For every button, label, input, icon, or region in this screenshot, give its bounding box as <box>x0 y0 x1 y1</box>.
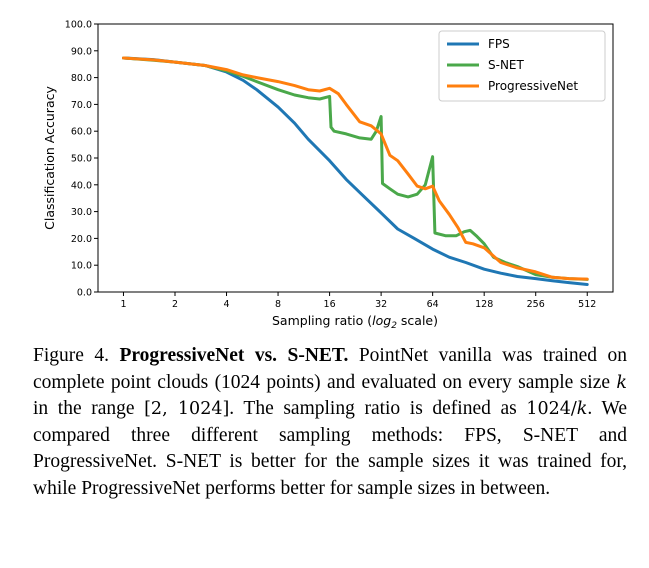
y-tick-label: 40.0 <box>71 180 92 191</box>
y-axis-label: Classification Accuracy <box>42 86 57 230</box>
y-tick-label: 80.0 <box>71 73 92 84</box>
x-tick-label: 1 <box>120 299 126 310</box>
y-axis: 0.0 10.0 20.0 30.0 40.0 50.0 60.0 70.0 80.0 90.0 1… <box>65 20 98 299</box>
y-tick-label: 50.0 <box>71 154 92 165</box>
x-tick-label: 512 <box>578 299 596 310</box>
legend-label-snet: S-NET <box>488 58 525 72</box>
caption-title: ProgressiveNet vs. S-NET. <box>119 345 349 366</box>
caption-text-4: . We compared three different sampling m… <box>33 398 628 499</box>
x-tick-label: 256 <box>527 299 545 310</box>
x-axis: 1 2 4 8 16 32 64 128 256 512 <box>120 292 596 310</box>
y-tick-label: 20.0 <box>71 234 92 245</box>
x-tick-label: 2 <box>172 299 178 310</box>
series-group <box>122 56 589 286</box>
x-tick-label: 16 <box>324 299 336 310</box>
x-tick-label: 8 <box>275 299 281 310</box>
legend: FPS S-NET ProgressiveNet <box>438 30 606 102</box>
y-tick-label: 70.0 <box>71 100 92 111</box>
x-axis-label: Sampling ratio (log2 scale) <box>272 313 438 331</box>
caption-math-ratio: 1024/ <box>526 399 577 420</box>
legend-label-fps: FPS <box>488 37 510 51</box>
series-line-progressivenet <box>122 56 589 281</box>
caption-math-range: [2, 1024] <box>144 399 230 420</box>
x-tick-label: 4 <box>224 299 230 310</box>
caption-text-2: in the range <box>33 398 145 420</box>
legend-box <box>438 30 606 102</box>
y-tick-label: 10.0 <box>71 261 92 272</box>
caption-text-3: . The sampling ratio is defined as <box>229 398 527 420</box>
x-tick-label: 32 <box>375 299 387 310</box>
x-tick-label: 64 <box>427 299 439 310</box>
y-tick-label: 60.0 <box>71 127 92 138</box>
y-tick-label: 100.0 <box>65 20 92 31</box>
figure-caption: Figure 4. ProgressiveNet vs. S-NET. Poin… <box>33 343 627 503</box>
figure-label: Figure 4. <box>33 345 109 366</box>
chart: 0.0 10.0 20.0 30.0 40.0 50.0 60.0 70.0 80.0 90.0 1… <box>42 20 614 331</box>
y-tick-label: 0.0 <box>77 288 92 299</box>
plot-frame <box>97 23 614 293</box>
caption-text-1: PointNet vanilla was trained on complete… <box>33 345 627 393</box>
y-tick-label: 30.0 <box>71 207 92 218</box>
series-line-fps <box>122 56 589 286</box>
caption-math-ratio-k: k <box>576 399 588 420</box>
y-tick-label: 90.0 <box>71 46 92 57</box>
legend-label-progressivenet: ProgressiveNet <box>488 79 578 93</box>
x-tick-label: 128 <box>475 299 493 310</box>
caption-math-k: k <box>616 372 627 393</box>
